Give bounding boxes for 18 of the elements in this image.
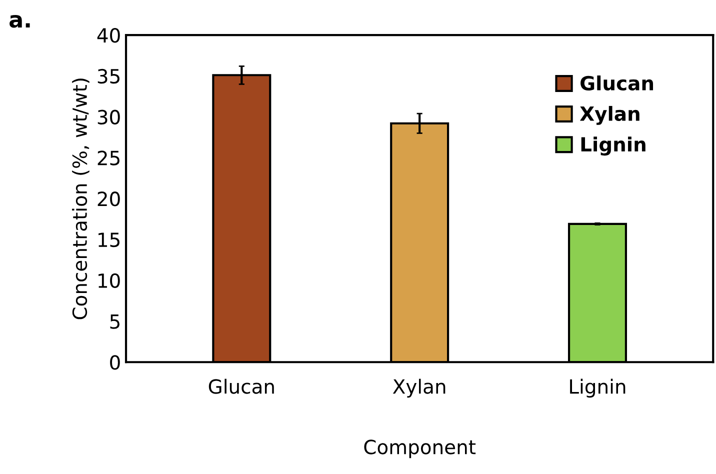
x-axis-title: Component xyxy=(364,440,476,458)
y-tick-label: 10 xyxy=(98,273,120,288)
x-tick-label: Lignin xyxy=(570,378,626,398)
x-tick-label: Xylan xyxy=(392,378,446,398)
y-tick-label: 35 xyxy=(98,68,120,84)
legend-label: Xylan xyxy=(580,106,640,125)
y-tick-label: 15 xyxy=(98,232,120,248)
x-tick-label: Glucan xyxy=(208,378,274,394)
y-tick-label: 20 xyxy=(98,192,120,206)
y-tick-label: 40 xyxy=(97,28,120,43)
y-tick-label: 30 xyxy=(98,110,120,125)
legend-label: Glucan xyxy=(580,75,654,91)
legend-label: Lignin xyxy=(581,136,646,156)
y-tick-label: 0 xyxy=(110,355,120,370)
y-tick-label: 25 xyxy=(98,150,120,166)
chart-title: a. xyxy=(10,15,30,28)
y-tick-label: 5 xyxy=(110,314,120,329)
y-axis-title: Concentration (%, wt/wt) xyxy=(72,78,90,320)
